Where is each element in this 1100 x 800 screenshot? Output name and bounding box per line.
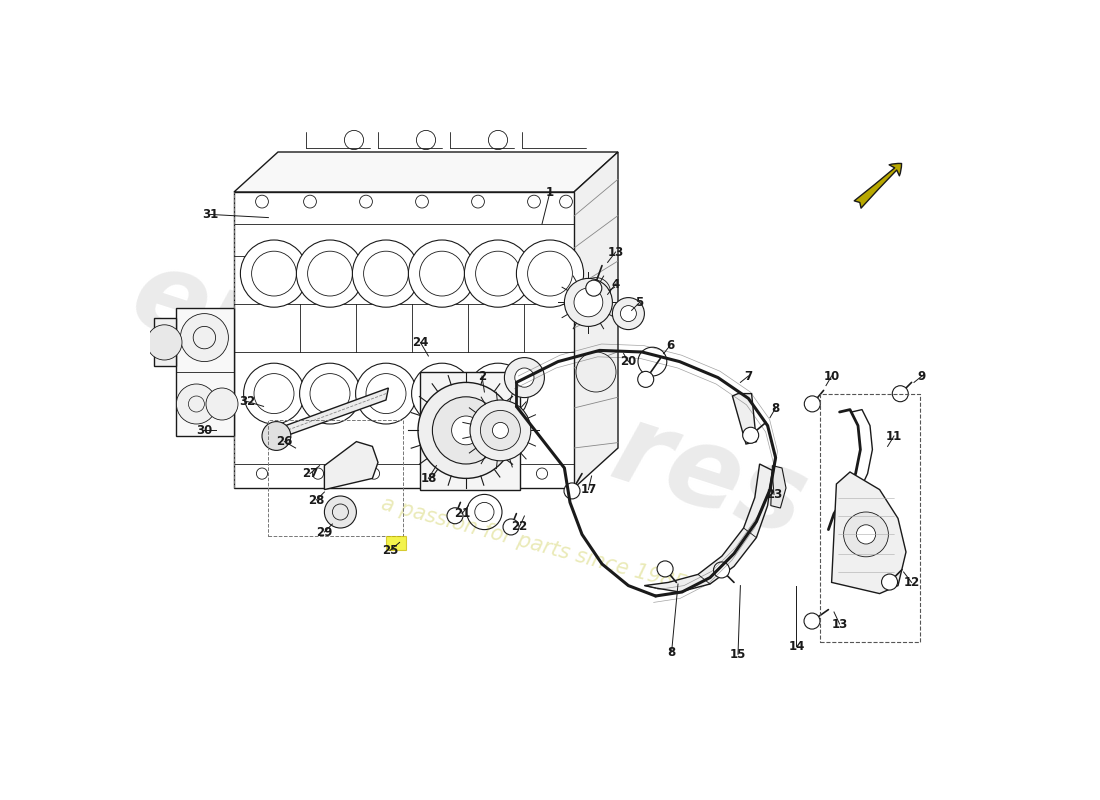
- Text: 18: 18: [420, 472, 437, 485]
- Circle shape: [714, 562, 729, 578]
- Text: 31: 31: [202, 208, 218, 221]
- Circle shape: [892, 386, 909, 402]
- Circle shape: [411, 363, 472, 424]
- Text: 14: 14: [789, 640, 804, 653]
- Circle shape: [576, 352, 616, 392]
- Text: 7: 7: [745, 370, 752, 382]
- Text: 8: 8: [771, 402, 780, 414]
- Text: 15: 15: [729, 648, 746, 661]
- Circle shape: [352, 240, 419, 307]
- Polygon shape: [771, 466, 786, 508]
- Circle shape: [505, 358, 544, 398]
- Text: 12: 12: [903, 576, 920, 589]
- Circle shape: [515, 368, 534, 387]
- Text: 11: 11: [886, 430, 902, 442]
- Bar: [268, 420, 403, 536]
- Circle shape: [516, 240, 584, 307]
- Polygon shape: [832, 472, 906, 594]
- Circle shape: [176, 384, 217, 424]
- Circle shape: [613, 298, 645, 330]
- Circle shape: [881, 574, 898, 590]
- Circle shape: [324, 496, 356, 528]
- Circle shape: [470, 400, 531, 461]
- Circle shape: [206, 388, 238, 420]
- Circle shape: [146, 325, 182, 360]
- Circle shape: [564, 278, 613, 326]
- Circle shape: [447, 508, 463, 524]
- Circle shape: [241, 240, 308, 307]
- Text: 13: 13: [832, 618, 848, 630]
- Circle shape: [564, 483, 580, 499]
- Circle shape: [844, 512, 889, 557]
- Polygon shape: [270, 388, 388, 442]
- Text: 32: 32: [240, 395, 255, 408]
- Circle shape: [620, 306, 637, 322]
- Polygon shape: [574, 152, 618, 488]
- Text: 28: 28: [308, 494, 324, 506]
- Circle shape: [574, 288, 603, 317]
- Text: 2: 2: [477, 370, 486, 382]
- Circle shape: [493, 422, 508, 438]
- Text: 13: 13: [607, 246, 624, 258]
- Text: eurospares: eurospares: [120, 241, 821, 559]
- Text: 5: 5: [636, 296, 644, 309]
- Text: 9: 9: [917, 370, 926, 382]
- Text: 26: 26: [276, 435, 293, 448]
- Circle shape: [582, 278, 610, 306]
- Polygon shape: [176, 308, 234, 436]
- Text: 30: 30: [196, 424, 212, 437]
- Text: 23: 23: [766, 488, 782, 501]
- Circle shape: [452, 416, 481, 445]
- Circle shape: [243, 363, 305, 424]
- Text: 25: 25: [382, 544, 398, 557]
- Text: 20: 20: [620, 355, 637, 368]
- FancyBboxPatch shape: [386, 536, 406, 550]
- Text: 1: 1: [546, 186, 554, 198]
- Circle shape: [464, 240, 531, 307]
- Circle shape: [432, 397, 499, 464]
- Circle shape: [418, 382, 514, 478]
- Polygon shape: [234, 192, 574, 488]
- Text: 29: 29: [316, 526, 332, 538]
- Circle shape: [638, 371, 653, 387]
- Circle shape: [468, 363, 528, 424]
- Circle shape: [586, 280, 602, 296]
- Polygon shape: [234, 152, 618, 192]
- Text: 10: 10: [824, 370, 839, 382]
- Text: 4: 4: [612, 278, 619, 290]
- Circle shape: [355, 363, 417, 424]
- Circle shape: [408, 240, 475, 307]
- Circle shape: [180, 314, 229, 362]
- Polygon shape: [324, 442, 378, 490]
- Text: 24: 24: [412, 336, 429, 349]
- Polygon shape: [733, 394, 757, 444]
- Text: 8: 8: [668, 646, 675, 658]
- Circle shape: [296, 240, 364, 307]
- Polygon shape: [420, 372, 519, 490]
- Text: 17: 17: [581, 483, 596, 496]
- Circle shape: [742, 427, 759, 443]
- Text: 21: 21: [454, 507, 470, 520]
- Polygon shape: [645, 464, 772, 592]
- Circle shape: [481, 410, 520, 450]
- Circle shape: [262, 422, 290, 450]
- Circle shape: [857, 525, 876, 544]
- Text: 22: 22: [512, 520, 528, 533]
- Polygon shape: [154, 318, 176, 366]
- Circle shape: [804, 613, 820, 629]
- Circle shape: [804, 396, 821, 412]
- Text: 6: 6: [666, 339, 674, 352]
- Circle shape: [503, 519, 519, 535]
- Circle shape: [299, 363, 361, 424]
- Circle shape: [657, 561, 673, 577]
- Bar: [821, 394, 921, 642]
- Text: a passion for parts since 1985: a passion for parts since 1985: [379, 494, 689, 594]
- Text: 27: 27: [301, 467, 318, 480]
